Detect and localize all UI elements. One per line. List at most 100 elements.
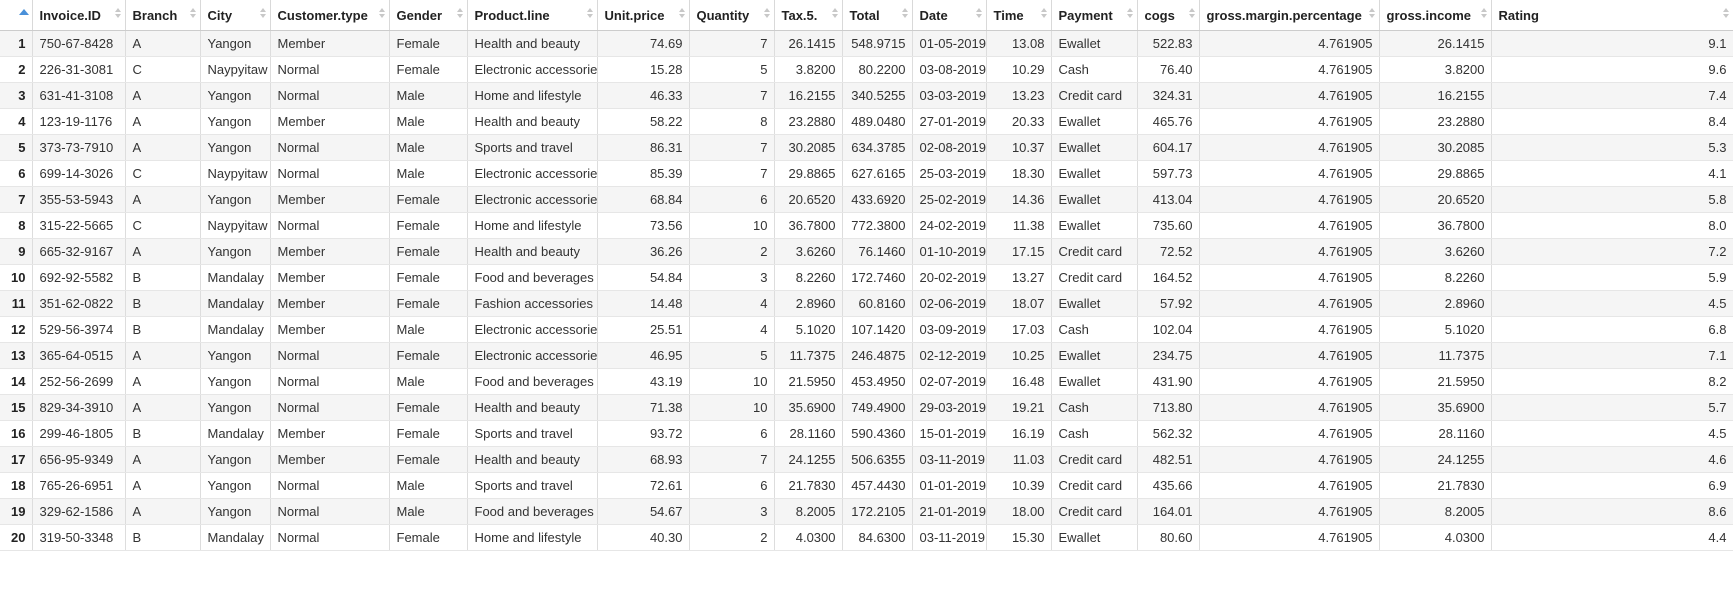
table-cell: 6.8 xyxy=(1491,316,1733,343)
table-cell: Normal xyxy=(270,394,390,421)
column-header[interactable]: Time xyxy=(986,0,1052,31)
column-header[interactable]: Quantity xyxy=(689,0,775,31)
sort-icon[interactable] xyxy=(901,8,908,20)
table-cell: 43.19 xyxy=(597,368,690,395)
column-header[interactable]: City xyxy=(200,0,271,31)
table-cell: Male xyxy=(389,108,468,135)
table-cell: Male xyxy=(389,368,468,395)
table-cell: 7 xyxy=(689,30,775,57)
column-header[interactable]: Customer.type xyxy=(270,0,390,31)
table-cell: 16.2155 xyxy=(1379,82,1492,109)
sort-icon[interactable] xyxy=(831,8,838,20)
table-cell: Ewallet xyxy=(1051,368,1138,395)
column-header[interactable]: Tax.5. xyxy=(774,0,843,31)
table-cell: Health and beauty xyxy=(467,238,598,265)
sort-icon[interactable] xyxy=(378,8,385,20)
table-cell: Yangon xyxy=(200,446,271,473)
table-cell: A xyxy=(125,30,201,57)
table-cell: B xyxy=(125,264,201,291)
sort-icon[interactable] xyxy=(678,8,685,20)
table-cell: 15-01-2019 xyxy=(912,420,987,447)
table-cell: 506.6355 xyxy=(842,446,913,473)
column-header[interactable]: Invoice.ID xyxy=(32,0,126,31)
table-row: 16 299-46-1805 B Mandalay Member Female Sports… xyxy=(0,420,1733,447)
table-cell: 11.7375 xyxy=(1379,342,1492,369)
row-index: 4 xyxy=(0,108,33,135)
table-cell: 656-95-9349 xyxy=(32,446,126,473)
table-body: 1 750-67-8428 A Yangon Member Female Health an… xyxy=(0,30,1733,551)
table-cell: 5.1020 xyxy=(774,316,843,343)
column-header[interactable]: cogs xyxy=(1137,0,1200,31)
table-cell: 5.8 xyxy=(1491,186,1733,213)
sort-icon[interactable] xyxy=(586,8,593,20)
sort-icon[interactable] xyxy=(456,8,463,20)
table-cell: 5.3 xyxy=(1491,134,1733,161)
table-cell: A xyxy=(125,82,201,109)
table-cell: 246.4875 xyxy=(842,342,913,369)
table-cell: 5.7 xyxy=(1491,394,1733,421)
column-header[interactable]: Rating xyxy=(1491,0,1733,31)
table-cell: A xyxy=(125,134,201,161)
column-header[interactable]: gross.margin.percentage xyxy=(1199,0,1380,31)
table-row: 7 355-53-5943 A Yangon Member Female Electroni… xyxy=(0,186,1733,213)
sort-icon[interactable] xyxy=(114,8,121,20)
table-cell: 26.1415 xyxy=(1379,30,1492,57)
sort-icon[interactable] xyxy=(1480,8,1487,20)
sort-icon[interactable] xyxy=(1126,8,1133,20)
column-header[interactable]: Branch xyxy=(125,0,201,31)
table-cell: 4 xyxy=(689,316,775,343)
table-cell: Yangon xyxy=(200,238,271,265)
sort-icon[interactable] xyxy=(1368,8,1375,20)
column-header[interactable]: Total xyxy=(842,0,913,31)
table-cell: 25-03-2019 xyxy=(912,160,987,187)
table-cell: Sports and travel xyxy=(467,134,598,161)
table-cell: Yangon xyxy=(200,108,271,135)
column-header-label: Rating xyxy=(1498,7,1539,23)
table-cell: 3.8200 xyxy=(774,56,843,83)
table-row: 8 315-22-5665 C Naypyitaw Normal Female Home a… xyxy=(0,212,1733,239)
sort-icon[interactable] xyxy=(189,8,196,20)
table-cell: 226-31-3081 xyxy=(32,56,126,83)
table-cell: 8.6 xyxy=(1491,498,1733,525)
column-header[interactable]: Date xyxy=(912,0,987,31)
row-index: 19 xyxy=(0,498,33,525)
table-cell: A xyxy=(125,472,201,499)
table-cell: Credit card xyxy=(1051,446,1138,473)
sort-icon[interactable] xyxy=(763,8,770,20)
row-index-header[interactable] xyxy=(0,0,33,31)
column-header[interactable]: Gender xyxy=(389,0,468,31)
table-cell: Cash xyxy=(1051,56,1138,83)
column-header[interactable]: Unit.price xyxy=(597,0,690,31)
table-cell: 548.9715 xyxy=(842,30,913,57)
sort-icon[interactable] xyxy=(975,8,982,20)
table-cell: 25.51 xyxy=(597,316,690,343)
sort-icon[interactable] xyxy=(1188,8,1195,20)
sort-ascending-icon xyxy=(19,9,29,15)
table-cell: Health and beauty xyxy=(467,394,598,421)
column-header[interactable]: Payment xyxy=(1051,0,1138,31)
table-cell: 8.0 xyxy=(1491,212,1733,239)
table-cell: 6.9 xyxy=(1491,472,1733,499)
column-header[interactable]: gross.income xyxy=(1379,0,1492,31)
table-cell: 13.27 xyxy=(986,264,1052,291)
table-cell: 7 xyxy=(689,134,775,161)
table-cell: 3.6260 xyxy=(1379,238,1492,265)
sort-icon[interactable] xyxy=(1722,8,1729,20)
row-index: 3 xyxy=(0,82,33,109)
table-cell: Fashion accessories xyxy=(467,290,598,317)
table-cell: Electronic accessories xyxy=(467,342,598,369)
table-cell: 19.21 xyxy=(986,394,1052,421)
table-cell: 29.8865 xyxy=(774,160,843,187)
table-cell: Mandalay xyxy=(200,290,271,317)
table-cell: Yangon xyxy=(200,472,271,499)
table-cell: Ewallet xyxy=(1051,160,1138,187)
column-header[interactable]: Product.line xyxy=(467,0,598,31)
table-cell: Normal xyxy=(270,342,390,369)
table-cell: 21.5950 xyxy=(774,368,843,395)
table-cell: 489.0480 xyxy=(842,108,913,135)
table-cell: C xyxy=(125,212,201,239)
table-cell: 634.3785 xyxy=(842,134,913,161)
sort-icon[interactable] xyxy=(1040,8,1047,20)
sort-icon[interactable] xyxy=(259,8,266,20)
table-cell: Credit card xyxy=(1051,82,1138,109)
